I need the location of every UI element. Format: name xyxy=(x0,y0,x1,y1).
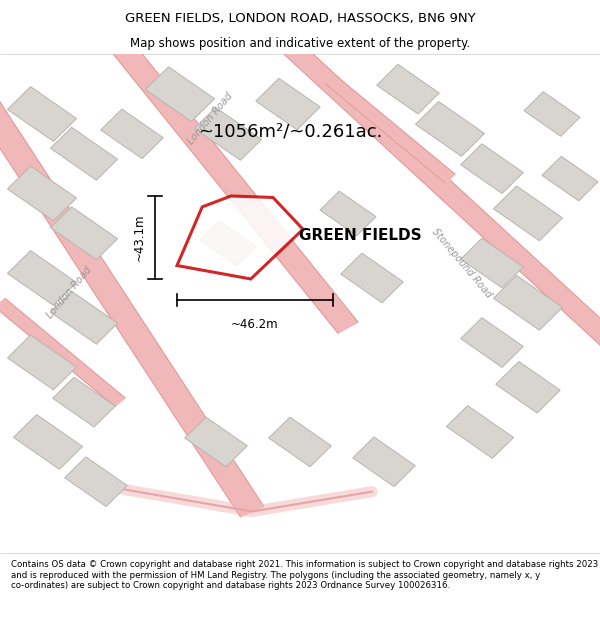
Text: Contains OS data © Crown copyright and database right 2021. This information is : Contains OS data © Crown copyright and d… xyxy=(11,560,598,590)
Polygon shape xyxy=(377,64,439,114)
Polygon shape xyxy=(353,437,415,487)
Text: ~46.2m: ~46.2m xyxy=(231,318,279,331)
Polygon shape xyxy=(177,196,303,279)
Text: London Road: London Road xyxy=(44,265,94,321)
Text: ~43.1m: ~43.1m xyxy=(133,214,146,261)
Polygon shape xyxy=(0,74,263,517)
Polygon shape xyxy=(256,78,320,130)
Polygon shape xyxy=(524,92,580,136)
Polygon shape xyxy=(7,335,77,390)
Polygon shape xyxy=(145,67,215,121)
Polygon shape xyxy=(50,207,118,259)
Polygon shape xyxy=(0,299,125,406)
Polygon shape xyxy=(341,253,403,302)
Polygon shape xyxy=(101,109,163,159)
Polygon shape xyxy=(325,75,455,182)
Polygon shape xyxy=(185,417,247,467)
Text: ~1056m²/~0.261ac.: ~1056m²/~0.261ac. xyxy=(198,122,382,141)
Polygon shape xyxy=(65,457,127,506)
Polygon shape xyxy=(542,156,598,201)
Polygon shape xyxy=(461,318,523,368)
Polygon shape xyxy=(493,186,563,241)
Polygon shape xyxy=(194,107,262,160)
Text: London Road: London Road xyxy=(185,91,235,147)
Polygon shape xyxy=(7,166,77,221)
Polygon shape xyxy=(446,406,514,458)
Polygon shape xyxy=(7,87,77,141)
Polygon shape xyxy=(7,251,77,306)
Text: GREEN FIELDS: GREEN FIELDS xyxy=(299,228,421,243)
Polygon shape xyxy=(13,414,83,469)
Polygon shape xyxy=(461,144,523,194)
Polygon shape xyxy=(415,101,485,156)
Polygon shape xyxy=(50,127,118,180)
Polygon shape xyxy=(269,417,331,467)
Polygon shape xyxy=(320,191,376,236)
Polygon shape xyxy=(280,39,600,349)
Polygon shape xyxy=(50,291,118,344)
Polygon shape xyxy=(461,238,523,288)
Text: Stonepound Road: Stonepound Road xyxy=(430,226,494,299)
Text: Map shows position and indicative extent of the property.: Map shows position and indicative extent… xyxy=(130,37,470,50)
Polygon shape xyxy=(98,24,358,333)
Polygon shape xyxy=(493,276,563,330)
Polygon shape xyxy=(496,361,560,413)
Polygon shape xyxy=(53,378,115,427)
Text: GREEN FIELDS, LONDON ROAD, HASSOCKS, BN6 9NY: GREEN FIELDS, LONDON ROAD, HASSOCKS, BN6… xyxy=(125,12,475,25)
Polygon shape xyxy=(200,221,256,266)
